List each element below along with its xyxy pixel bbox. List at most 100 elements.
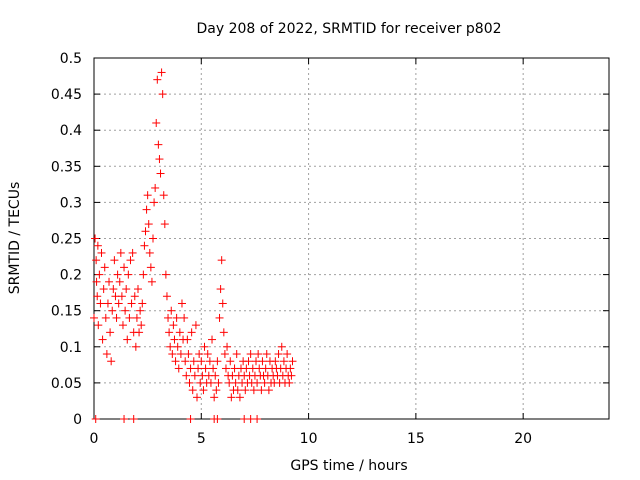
data-point: [220, 350, 229, 359]
data-point: [121, 306, 130, 315]
data-point: [160, 220, 169, 229]
data-point: [112, 313, 121, 322]
data-point: [274, 350, 283, 359]
data-point: [136, 306, 145, 315]
y-tick-label: 0.25: [51, 232, 82, 248]
data-point: [190, 371, 199, 380]
data-point: [153, 75, 162, 84]
data-point: [194, 364, 203, 373]
data-point: [135, 328, 144, 337]
data-point: [184, 350, 193, 359]
data-point: [93, 292, 102, 301]
data-point: [92, 256, 101, 265]
data-point: [173, 342, 182, 351]
data-point: [158, 90, 167, 99]
tick-labels: 0 0.05 0.1 0.15 0.2 0.25 0.3 0.35 0.4 0.45 0.5 0 5 10…: [51, 51, 532, 447]
y-tick-label: 0: [73, 412, 82, 428]
chart-title: Day 208 of 2022, SRMTID for receiver p80…: [196, 21, 501, 37]
data-point: [197, 357, 206, 366]
data-point: [141, 227, 150, 236]
data-point: [96, 299, 105, 308]
data-point: [223, 342, 232, 351]
data-point: [97, 248, 106, 257]
data-point: [114, 299, 123, 308]
data-point: [201, 364, 210, 373]
data-point: [127, 299, 136, 308]
data-point: [109, 285, 118, 294]
data-point: [249, 386, 258, 395]
data-point: [157, 68, 166, 77]
data-point: [195, 350, 204, 359]
data-point: [165, 328, 174, 337]
data-point: [125, 313, 134, 322]
data-point: [159, 191, 168, 200]
data-point: [193, 393, 201, 402]
data-point: [233, 386, 242, 395]
data-point: [264, 386, 273, 395]
data-point: [262, 350, 271, 359]
y-tick-label: 0.3: [60, 195, 82, 211]
data-point: [120, 415, 129, 423]
data-point: [116, 248, 125, 257]
data-point: [235, 393, 244, 402]
data-point: [191, 321, 200, 330]
data-point: [205, 357, 214, 366]
data-point: [91, 415, 100, 423]
data-point: [213, 415, 222, 423]
data-point: [98, 335, 107, 344]
data-point: [258, 357, 267, 366]
data-point: [137, 321, 146, 330]
x-tick-label: 0: [90, 431, 99, 447]
data-point: [253, 415, 262, 423]
data-point: [214, 378, 223, 387]
data-point: [226, 357, 235, 366]
data-point: [218, 299, 227, 308]
data-point: [203, 350, 212, 359]
data-point: [174, 364, 183, 373]
data-point: [171, 357, 180, 366]
data-point: [227, 393, 236, 402]
data-point: [145, 248, 154, 257]
data-point: [126, 256, 135, 265]
data-point: [181, 357, 190, 366]
data-point: [140, 241, 149, 250]
data-point: [100, 263, 109, 272]
data-point: [283, 350, 292, 359]
data-point: [210, 393, 219, 402]
data-point: [138, 299, 147, 308]
data-point: [122, 285, 131, 294]
data-point: [150, 198, 159, 207]
data-point: [254, 350, 263, 359]
data-point: [285, 378, 294, 387]
data-point: [90, 313, 98, 322]
data-point: [94, 321, 103, 330]
data-point: [287, 371, 296, 380]
y-tick-label: 0.35: [51, 159, 82, 175]
y-tick-label: 0.05: [51, 376, 82, 392]
data-point: [95, 270, 104, 279]
data-point: [99, 285, 108, 294]
data-point: [271, 357, 280, 366]
y-axis-label: SRMTID / TECUs: [7, 182, 23, 295]
data-point: [131, 342, 140, 351]
y-tick-label: 0.2: [60, 268, 82, 284]
data-point: [103, 299, 112, 308]
data-point: [176, 350, 185, 359]
data-point: [219, 328, 228, 337]
data-point: [177, 299, 186, 308]
data-point: [120, 263, 129, 272]
data-point: [142, 205, 151, 214]
data-point: [101, 313, 110, 322]
data-point: [93, 241, 102, 250]
data-point: [106, 328, 115, 337]
data-point: [217, 256, 226, 265]
data-point: [164, 313, 173, 322]
data-points: [90, 68, 297, 423]
data-point: [277, 342, 286, 351]
data-point: [215, 313, 224, 322]
data-point: [167, 306, 176, 315]
data-point: [213, 357, 222, 366]
data-point: [124, 270, 133, 279]
